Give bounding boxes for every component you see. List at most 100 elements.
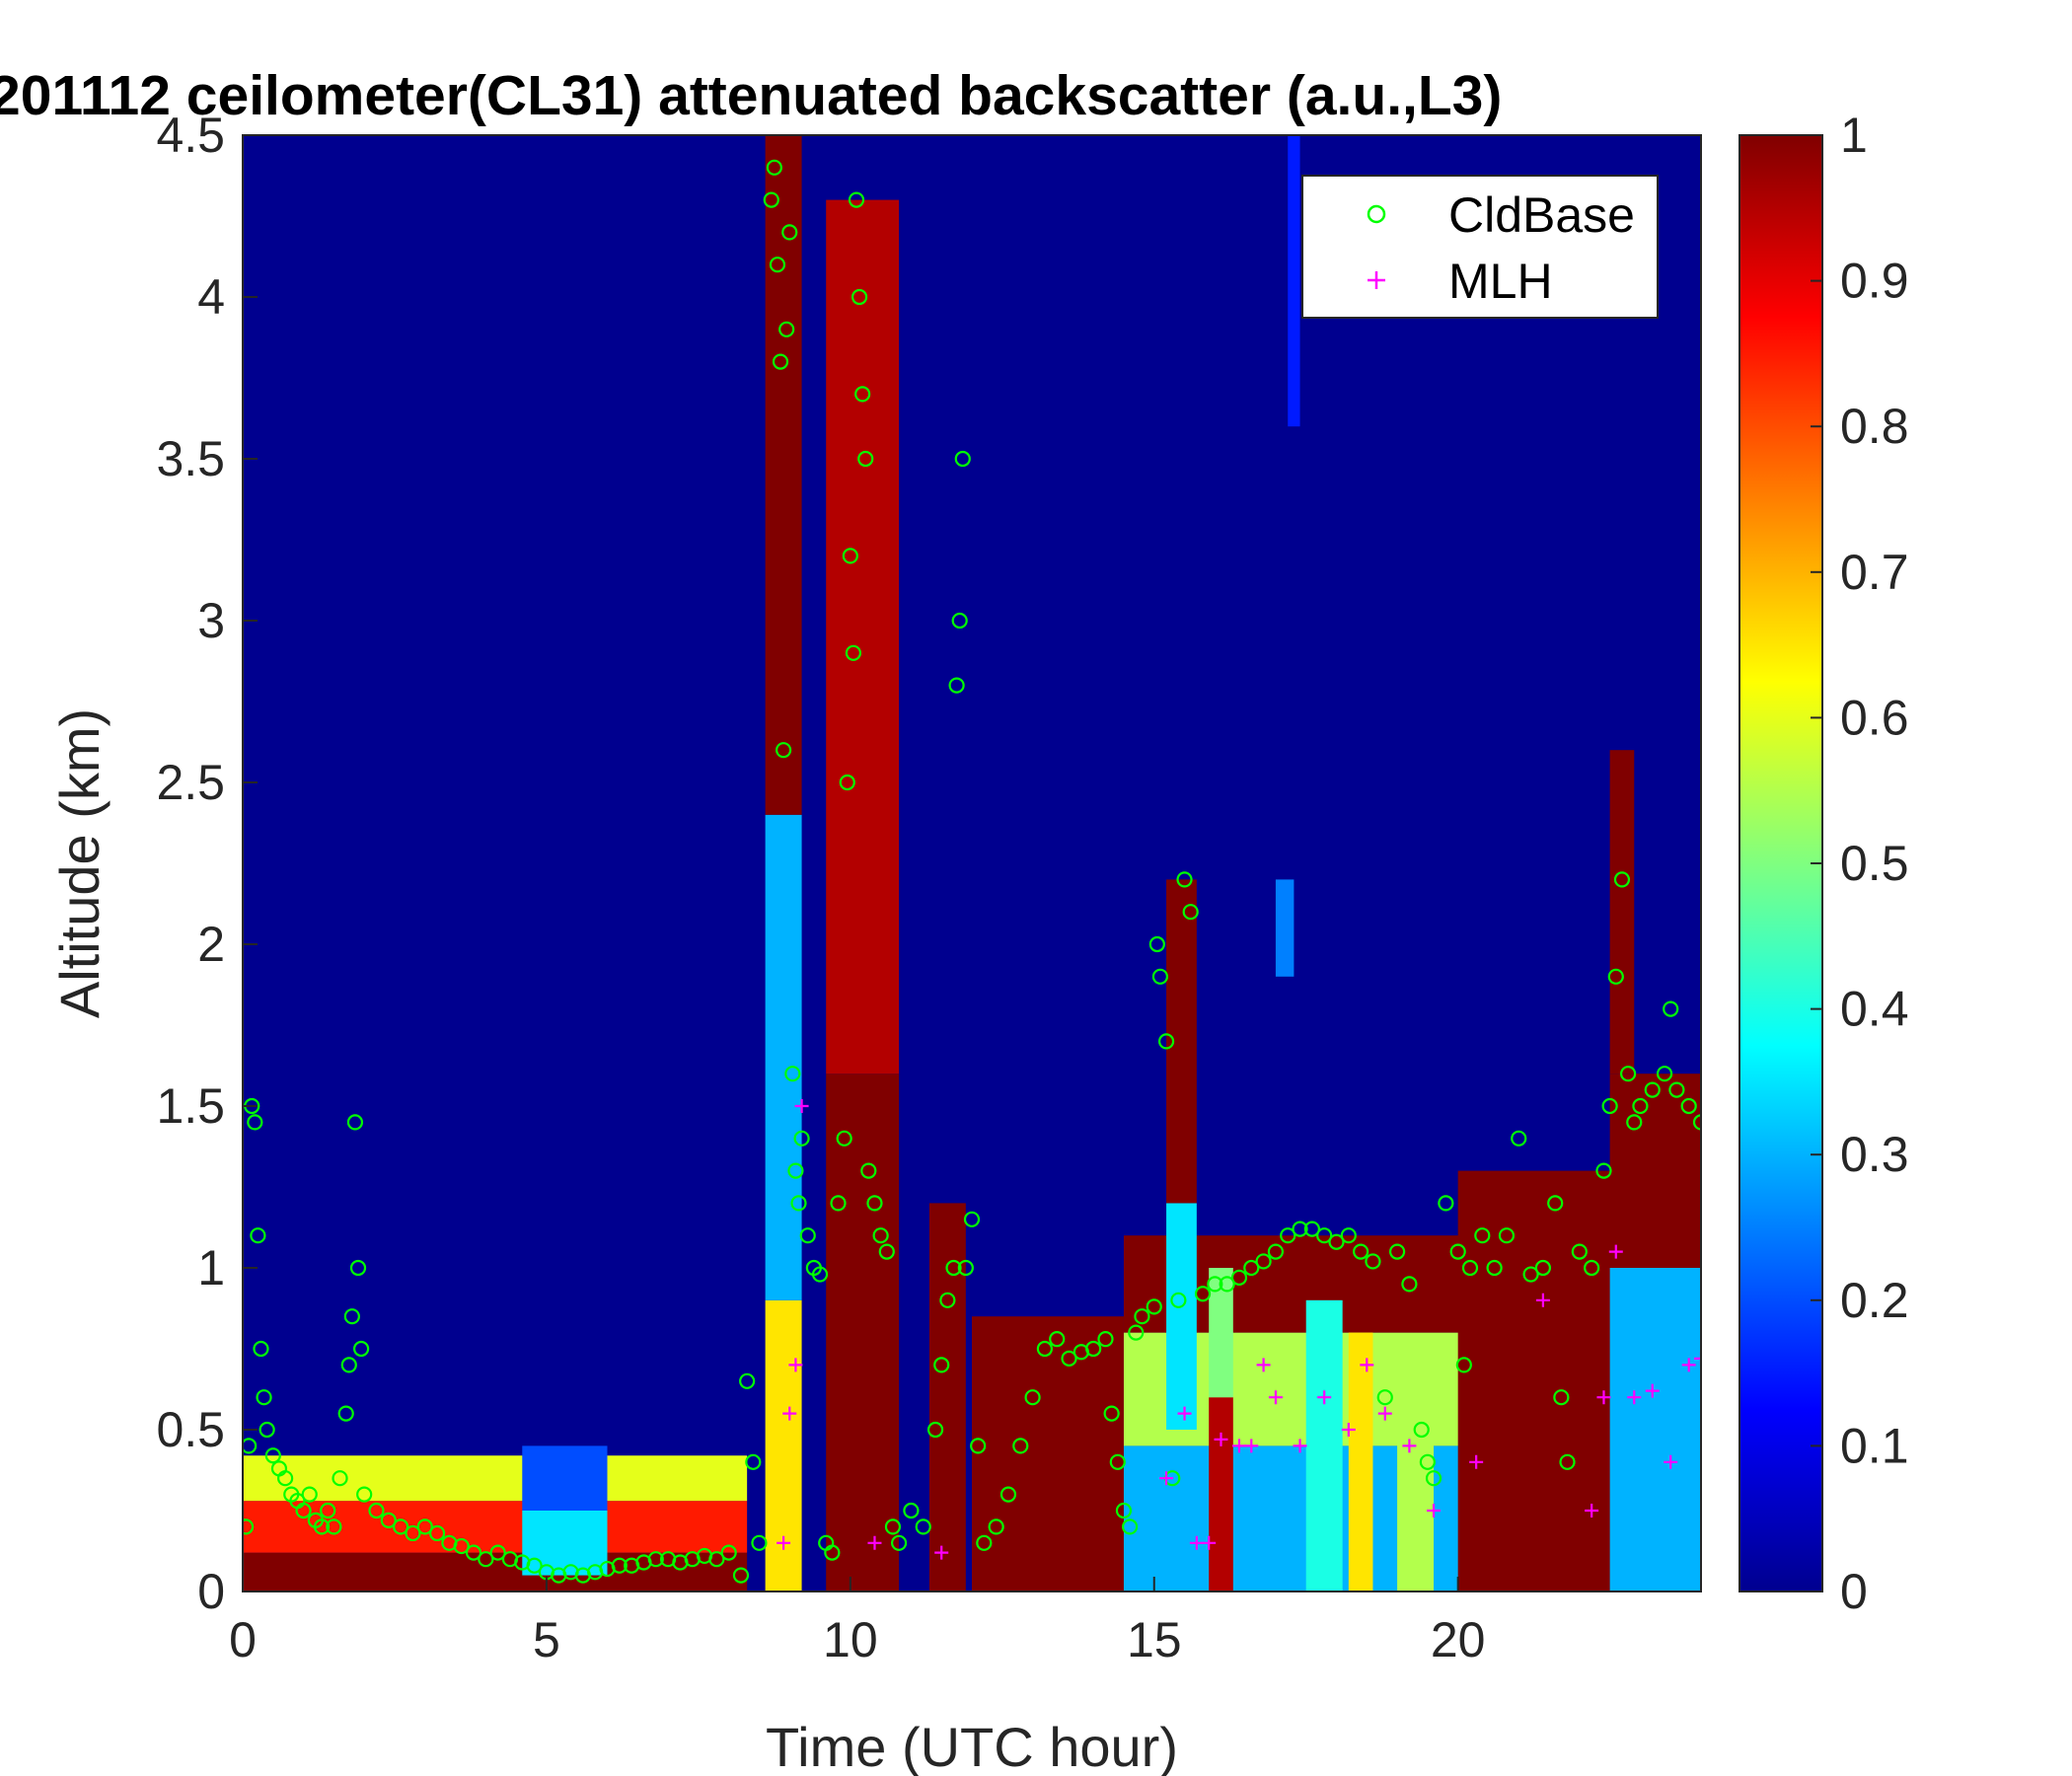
x-axis-label: Time (UTC hour) — [766, 1716, 1178, 1776]
cldbase-point — [1328, 1233, 1345, 1250]
cldbase-point — [326, 1518, 342, 1535]
cldbase-point — [1553, 1389, 1570, 1406]
cldbase-point — [1522, 1266, 1539, 1283]
cldbase-point — [1115, 1502, 1133, 1519]
backscatter-cell-3-1 — [826, 199, 900, 1074]
cldbase-point — [356, 1486, 373, 1503]
cldbase-point — [769, 257, 786, 273]
cldbase-point — [926, 1421, 944, 1439]
mlh-point — [1189, 1535, 1204, 1550]
cldbase-point — [1151, 968, 1169, 985]
cldbase-point — [963, 1211, 981, 1227]
cldbase-point — [1182, 904, 1199, 921]
colorbar: 0 0.1 0.2 0.3 0.4 0.5 0.6 0.7 0.8 0.9 1 — [1739, 108, 1909, 1619]
cldbase-point — [352, 1340, 370, 1358]
cldbase-point — [1607, 968, 1624, 985]
mlh-point — [777, 1535, 791, 1550]
backscatter-cell-7-0 — [1166, 1203, 1197, 1430]
cldbase-point — [368, 1502, 385, 1519]
mlh-point — [1664, 1454, 1678, 1469]
cldbase-point — [478, 1551, 494, 1568]
cldbase-point — [745, 1453, 762, 1470]
mlh-point — [867, 1535, 882, 1550]
backscatter-cell-4-0 — [928, 1203, 966, 1591]
cldbase-point — [1498, 1227, 1516, 1244]
cldbase-point — [1449, 1243, 1466, 1260]
cldbase-point — [988, 1518, 1004, 1535]
cldbase-point — [775, 742, 792, 759]
cldbase-point — [1085, 1340, 1102, 1358]
x-axis-ticks: 0 5 10 15 20 — [229, 1577, 1485, 1667]
cldbase-point — [1157, 1033, 1175, 1050]
backscatter-cell-8-1 — [1209, 1268, 1233, 1398]
cldbase-point — [1425, 1470, 1443, 1487]
cldbase-point — [320, 1502, 336, 1519]
backscatter-cell-3-0 — [826, 1073, 900, 1591]
cldbase-point — [1243, 1259, 1260, 1277]
cldbase-point — [732, 1567, 750, 1584]
cldbase-point — [1376, 1389, 1393, 1406]
cldbase-point — [453, 1537, 470, 1555]
cldbase-point — [1036, 1340, 1054, 1358]
cldbase-point — [1340, 1227, 1357, 1244]
mlh-point — [1377, 1406, 1392, 1421]
cldbase-point — [337, 1405, 354, 1422]
cldbase-point — [970, 1438, 987, 1454]
cldbase-point — [1148, 935, 1165, 953]
mlh-point — [1427, 1504, 1442, 1517]
colorbar-tick-label: 0.8 — [1840, 399, 1909, 454]
cldbase-point — [836, 1130, 852, 1147]
cldbase-point — [1692, 1114, 1701, 1131]
x-tick-label: 0 — [229, 1612, 257, 1667]
y-tick-label: 3.5 — [156, 431, 225, 486]
cldbase-point — [1267, 1243, 1285, 1260]
legend-mlh-marker — [1368, 271, 1385, 289]
cldbase-point — [824, 1544, 841, 1561]
cldbase-point — [1547, 1195, 1564, 1212]
backscatter-cell-8-0 — [1209, 1397, 1233, 1591]
cldbase-point — [772, 353, 789, 370]
cldbase-point — [1613, 871, 1631, 888]
cldbase-point — [1176, 871, 1193, 888]
backscatter-cell-11-0 — [1305, 1299, 1343, 1591]
cldbase-point — [343, 1308, 360, 1325]
mlh-point — [1231, 1439, 1246, 1453]
cldbase-point — [295, 1502, 312, 1519]
cldbase-point — [939, 1292, 956, 1308]
cldbase-point — [1680, 1097, 1697, 1115]
cldbase-point — [332, 1470, 348, 1487]
cldbase-point — [1146, 1298, 1162, 1315]
cldbase-point — [839, 774, 855, 791]
cldbase-point — [1455, 1357, 1472, 1373]
mlh-point — [1360, 1358, 1374, 1372]
cldbase-point — [1353, 1243, 1369, 1260]
cldbase-point — [976, 1534, 993, 1551]
legend-cldbase-label: CldBase — [1448, 187, 1635, 243]
x-tick-label: 10 — [823, 1612, 878, 1667]
cldbase-point — [1601, 1097, 1618, 1115]
legend: CldBase MLH — [1301, 175, 1659, 319]
cldbase-point — [766, 159, 782, 176]
y-tick-label: 0 — [197, 1564, 225, 1619]
y-tick-label: 1.5 — [156, 1078, 225, 1134]
cldbase-point — [1219, 1276, 1235, 1293]
cldbase-point — [1122, 1518, 1139, 1535]
backscatter-cell-12-0 — [1348, 1332, 1373, 1591]
chart-title: 20201112 ceilometer(CL31) attenuated bac… — [0, 64, 1502, 127]
backscatter-cell-16-0 — [1609, 750, 1635, 1074]
cldbase-point — [256, 1389, 272, 1406]
cldbase-point — [1207, 1276, 1223, 1293]
cldbase-point — [793, 1130, 810, 1147]
backscatter-cell-15-1 — [1609, 1073, 1701, 1268]
cldbase-point — [301, 1486, 318, 1503]
colorbar-tick-label: 0.3 — [1840, 1127, 1909, 1182]
cldbase-point — [1461, 1259, 1479, 1277]
cldbase-point — [784, 1066, 801, 1082]
cldbase-point — [1632, 1097, 1649, 1115]
colorbar-tick-label: 0.5 — [1840, 836, 1909, 891]
backscatter-features — [243, 135, 1701, 1591]
mlh-point — [1341, 1423, 1356, 1437]
mlh-point — [1535, 1293, 1550, 1307]
cldbase-point — [1012, 1438, 1029, 1454]
cldbase-point — [1413, 1421, 1430, 1439]
